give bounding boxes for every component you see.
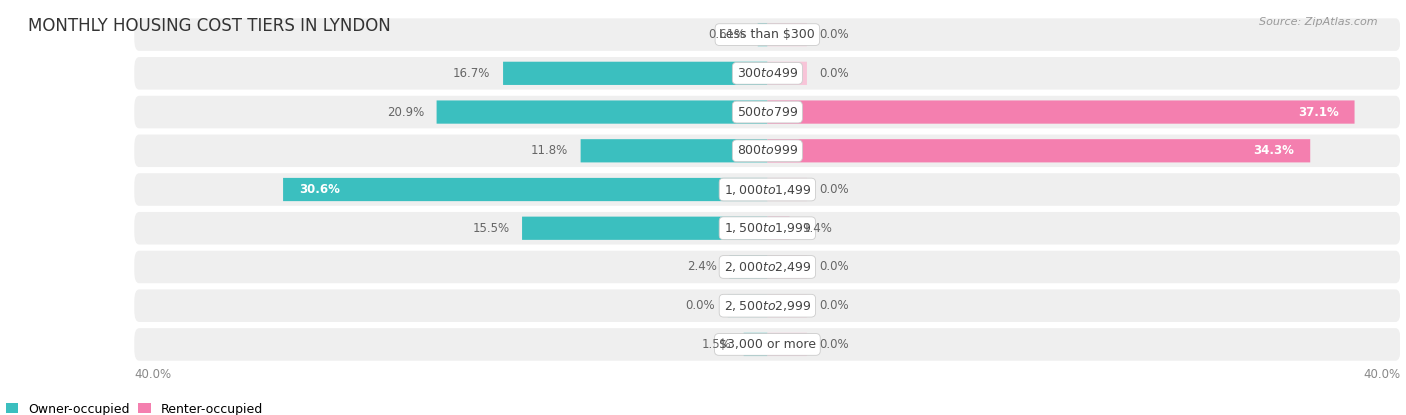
FancyBboxPatch shape (135, 173, 1400, 206)
FancyBboxPatch shape (768, 294, 807, 317)
FancyBboxPatch shape (503, 62, 768, 85)
Text: 0.0%: 0.0% (820, 261, 849, 273)
FancyBboxPatch shape (581, 139, 768, 162)
Text: $2,000 to $2,499: $2,000 to $2,499 (724, 260, 811, 274)
FancyBboxPatch shape (135, 289, 1400, 322)
Text: 0.0%: 0.0% (820, 338, 849, 351)
FancyBboxPatch shape (135, 251, 1400, 283)
FancyBboxPatch shape (768, 217, 790, 240)
FancyBboxPatch shape (768, 178, 807, 201)
Text: 0.61%: 0.61% (707, 28, 745, 41)
FancyBboxPatch shape (135, 96, 1400, 128)
FancyBboxPatch shape (135, 57, 1400, 90)
Text: $1,500 to $1,999: $1,500 to $1,999 (724, 221, 811, 235)
FancyBboxPatch shape (135, 134, 1400, 167)
FancyBboxPatch shape (437, 100, 768, 124)
FancyBboxPatch shape (728, 294, 768, 317)
Text: 30.6%: 30.6% (299, 183, 340, 196)
Text: 0.0%: 0.0% (820, 67, 849, 80)
Text: 40.0%: 40.0% (1364, 368, 1400, 381)
FancyBboxPatch shape (768, 255, 807, 278)
Text: $1,000 to $1,499: $1,000 to $1,499 (724, 183, 811, 197)
Text: 20.9%: 20.9% (387, 105, 425, 119)
Text: 15.5%: 15.5% (472, 222, 509, 235)
FancyBboxPatch shape (768, 139, 1310, 162)
Text: 0.0%: 0.0% (820, 28, 849, 41)
FancyBboxPatch shape (744, 333, 768, 356)
FancyBboxPatch shape (135, 212, 1400, 244)
Text: $300 to $499: $300 to $499 (737, 67, 799, 80)
Text: Less than $300: Less than $300 (720, 28, 815, 41)
Legend: Owner-occupied, Renter-occupied: Owner-occupied, Renter-occupied (6, 403, 263, 415)
FancyBboxPatch shape (768, 100, 1354, 124)
Text: Source: ZipAtlas.com: Source: ZipAtlas.com (1260, 17, 1378, 27)
Text: $2,500 to $2,999: $2,500 to $2,999 (724, 299, 811, 312)
FancyBboxPatch shape (768, 23, 807, 46)
Text: 16.7%: 16.7% (453, 67, 491, 80)
FancyBboxPatch shape (730, 255, 768, 278)
Text: 2.4%: 2.4% (688, 261, 717, 273)
Text: 0.0%: 0.0% (820, 299, 849, 312)
FancyBboxPatch shape (283, 178, 768, 201)
Text: 37.1%: 37.1% (1298, 105, 1339, 119)
FancyBboxPatch shape (135, 18, 1400, 51)
Text: 1.5%: 1.5% (702, 338, 731, 351)
FancyBboxPatch shape (758, 23, 768, 46)
Text: 0.0%: 0.0% (820, 183, 849, 196)
Text: 0.0%: 0.0% (686, 299, 716, 312)
Text: MONTHLY HOUSING COST TIERS IN LYNDON: MONTHLY HOUSING COST TIERS IN LYNDON (28, 17, 391, 34)
Text: 34.3%: 34.3% (1254, 144, 1295, 157)
Text: $500 to $799: $500 to $799 (737, 105, 799, 119)
Text: $800 to $999: $800 to $999 (737, 144, 799, 157)
Text: 40.0%: 40.0% (135, 368, 172, 381)
FancyBboxPatch shape (135, 328, 1400, 361)
Text: 11.8%: 11.8% (530, 144, 568, 157)
Text: $3,000 or more: $3,000 or more (718, 338, 815, 351)
FancyBboxPatch shape (768, 62, 807, 85)
FancyBboxPatch shape (522, 217, 768, 240)
FancyBboxPatch shape (768, 333, 807, 356)
Text: 1.4%: 1.4% (803, 222, 832, 235)
